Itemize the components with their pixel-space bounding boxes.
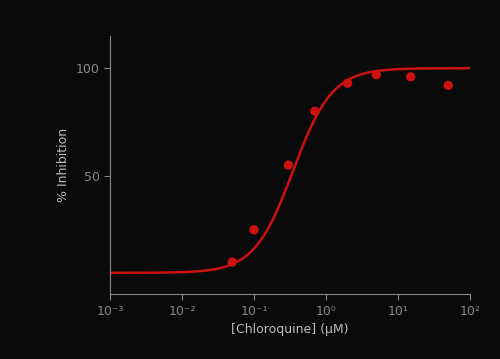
Point: [250, 227, 258, 233]
Point: [228, 259, 236, 265]
Point: [344, 80, 351, 86]
Point: [311, 108, 319, 114]
X-axis label: [Chloroquine] (µM): [Chloroquine] (µM): [231, 323, 349, 336]
Point: [444, 83, 452, 88]
Point: [406, 74, 414, 80]
Y-axis label: % Inhibition: % Inhibition: [57, 128, 70, 202]
Point: [284, 162, 292, 168]
Point: [372, 72, 380, 78]
